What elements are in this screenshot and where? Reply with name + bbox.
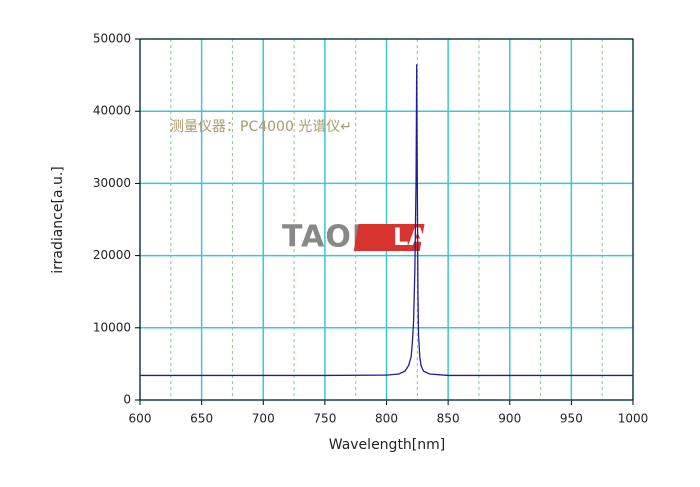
x-axis-label: Wavelength[nm] <box>329 437 445 453</box>
x-tick-label: 700 <box>252 412 275 426</box>
x-tick-label: 950 <box>560 412 583 426</box>
x-tick-label: 800 <box>375 412 398 426</box>
x-tick-label: 750 <box>313 412 336 426</box>
y-tick-label: 30000 <box>93 176 131 190</box>
x-tick-label: 850 <box>437 412 460 426</box>
watermark-badge <box>353 224 425 251</box>
spectrum-line <box>140 64 633 377</box>
y-axis-label: irradiance[a.u.] <box>50 166 66 274</box>
y-tick-label: 40000 <box>93 104 131 118</box>
x-tick-label: 1000 <box>618 412 649 426</box>
x-tick-label: 600 <box>129 412 152 426</box>
y-tick-label: 20000 <box>93 248 131 262</box>
x-tick-label: 900 <box>498 412 521 426</box>
y-tick-label: 10000 <box>93 320 131 334</box>
y-tick-label: 50000 <box>93 32 131 46</box>
plot-frame <box>139 38 634 401</box>
annotation: 测量仪器：PC4000 光谱仪↵ <box>170 119 352 135</box>
x-tick-label: 650 <box>190 412 213 426</box>
watermark-text: LAB <box>393 223 445 251</box>
y-tick-label: 0 <box>123 393 131 407</box>
